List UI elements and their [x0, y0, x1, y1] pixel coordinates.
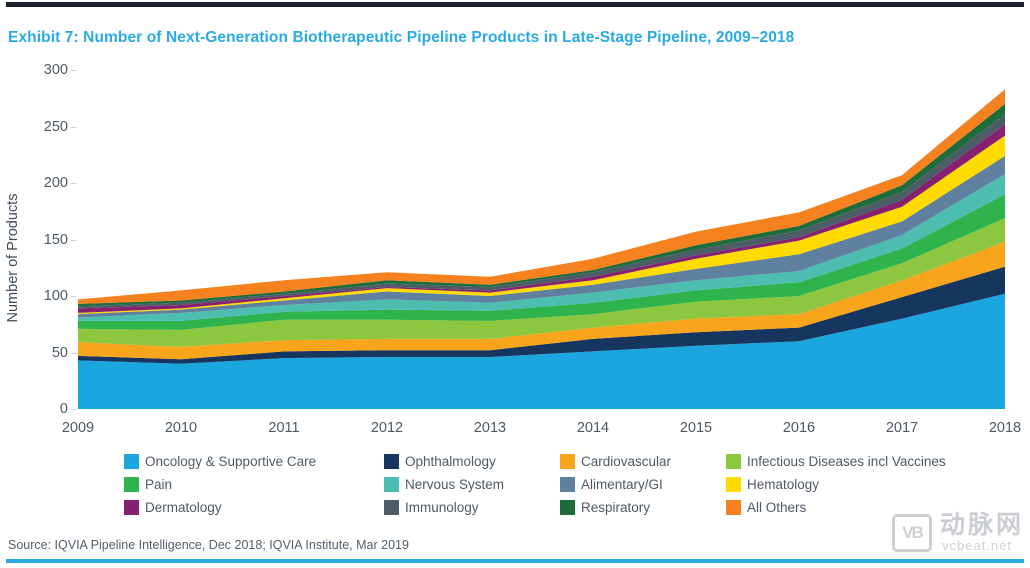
x-tick-label: 2018 [988, 420, 1022, 436]
y-tick-label: 100 [43, 288, 68, 304]
legend-label: Nervous System [405, 477, 505, 492]
y-tick-label: 300 [43, 62, 68, 78]
area-band-cardiovascular [78, 241, 1005, 360]
area-band-nervous-system [78, 174, 1005, 321]
legend-label: Oncology & Supportive Care [145, 454, 317, 469]
y-tick-label: 150 [43, 231, 68, 248]
legend-swatch [560, 477, 575, 492]
legend-label: Hematology [747, 477, 820, 492]
legend-label: Respiratory [581, 500, 651, 515]
y-tick-label: 200 [43, 175, 68, 191]
exhibit-title: Exhibit 7: Number of Next-Generation Bio… [8, 29, 795, 47]
top-rule [6, 2, 1024, 7]
legend-swatch [124, 500, 139, 515]
x-tick-label: 2015 [679, 420, 713, 436]
y-tick-mark [71, 353, 76, 354]
x-tick-label: 2016 [782, 420, 816, 436]
area-band-pain [78, 194, 1005, 330]
legend-swatch [384, 477, 399, 492]
legend-label: Dermatology [145, 500, 222, 515]
legend-swatch [124, 454, 139, 469]
y-tick-label: 0 [59, 401, 68, 417]
legend-swatch [384, 454, 399, 469]
watermark-domain: vcbeat.net [941, 538, 1012, 553]
legend-swatch [726, 477, 741, 492]
legend-swatch [560, 454, 575, 469]
legend-label: Infectious Diseases incl Vaccines [747, 454, 946, 469]
bottom-rule [6, 559, 1024, 563]
watermark: VB 动脉网 vcbeat.net [891, 511, 1024, 553]
x-tick-label: 2009 [61, 420, 95, 436]
legend-label: Pain [145, 477, 173, 492]
legend-label: Immunology [405, 500, 479, 515]
legend-swatch [726, 454, 741, 469]
area-band-infectious-diseases-incl-vaccines [78, 218, 1005, 347]
y-axis-title: Number of Products [5, 193, 21, 323]
legend-swatch [384, 500, 399, 515]
x-tick-label: 2014 [576, 420, 610, 436]
y-tick-label: 50 [51, 344, 68, 361]
source-text: Source: IQVIA Pipeline Intelligence, Dec… [8, 538, 409, 552]
legend-label: Cardiovascular [581, 454, 672, 469]
area-band-ophthalmology [78, 266, 1005, 364]
x-tick-label: 2013 [473, 420, 507, 436]
x-tick-label: 2010 [164, 420, 198, 436]
legend-label: Ophthalmology [405, 454, 496, 469]
legend-swatch [560, 500, 575, 515]
legend-swatch [124, 477, 139, 492]
y-tick-label: 250 [43, 118, 68, 135]
x-tick-label: 2017 [885, 420, 919, 436]
x-tick-label: 2012 [370, 420, 404, 436]
area-band-oncology-supportive-care [78, 293, 1005, 409]
y-tick-mark [71, 183, 76, 184]
legend-swatch [726, 500, 741, 515]
watermark-site-name: 动脉网 [939, 511, 1024, 539]
y-tick-mark [71, 127, 76, 128]
legend-label: Alimentary/GI [581, 477, 663, 492]
vb-logo-icon: VB [891, 514, 932, 552]
x-tick-label: 2011 [268, 420, 300, 436]
y-tick-mark [71, 409, 76, 410]
legend-label: All Others [747, 500, 807, 515]
y-tick-mark [71, 296, 76, 297]
y-tick-mark [71, 70, 76, 71]
y-tick-mark [71, 240, 76, 241]
